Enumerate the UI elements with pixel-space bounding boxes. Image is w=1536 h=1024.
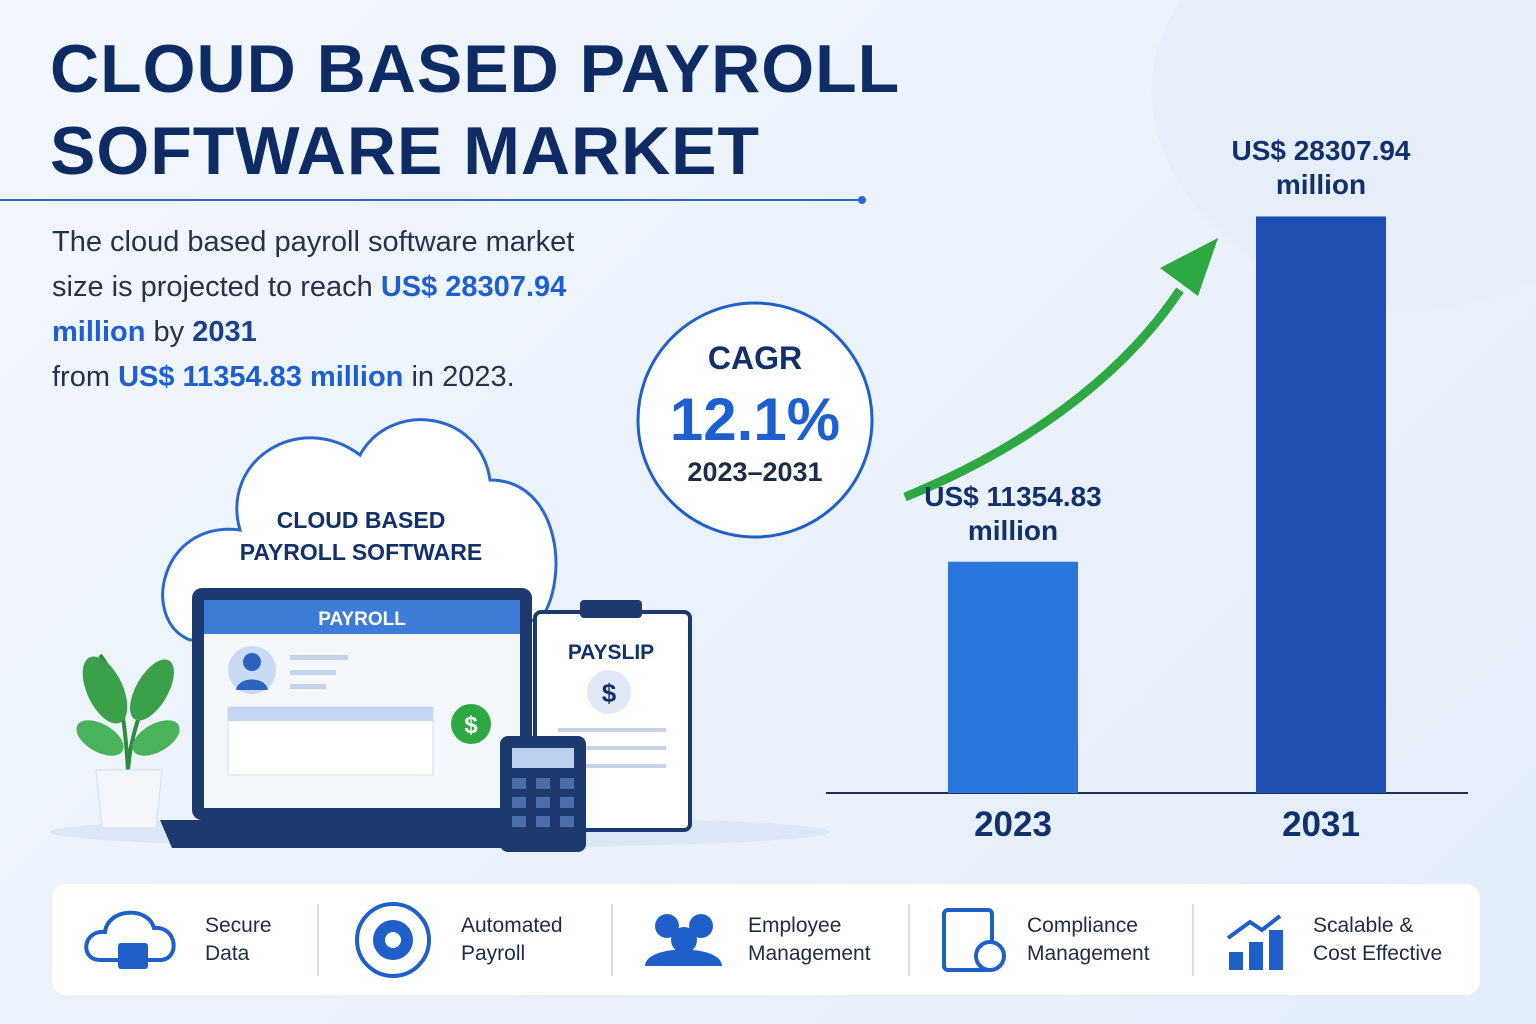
summary: The cloud based payroll software market … xyxy=(52,220,592,400)
icon-cloud xyxy=(84,910,176,962)
illustration xyxy=(50,418,830,852)
payslip-label: PAYSLIP xyxy=(568,641,654,664)
screen-title: PAYROLL xyxy=(318,609,406,630)
cloud-label: PAYROLL SOFTWARE xyxy=(240,539,482,565)
feature-label: Compliance Management xyxy=(1027,912,1150,968)
separators xyxy=(317,904,1194,976)
line xyxy=(290,670,336,675)
feature-label: Employee Management xyxy=(748,912,871,968)
leaf xyxy=(132,720,180,756)
icon-bars xyxy=(1229,930,1283,970)
avatar-body xyxy=(236,679,268,690)
summary-highlight: 2031 xyxy=(192,316,257,348)
feature-line: Automated xyxy=(461,914,563,937)
summary-text: from xyxy=(52,361,119,393)
bar xyxy=(948,561,1078,793)
icon-person xyxy=(689,914,713,938)
summary-text: in 2023. xyxy=(403,361,515,393)
feature-line: Employee xyxy=(748,914,842,937)
cagr-period: 2023–2031 xyxy=(687,457,823,487)
feature-icons xyxy=(84,902,1283,978)
arrow-head xyxy=(1160,238,1218,296)
icon-person xyxy=(655,914,679,938)
feature-line: Scalable & xyxy=(1313,914,1414,937)
growth-arrow xyxy=(903,287,1184,502)
icon-check xyxy=(974,940,1006,972)
screen-bar xyxy=(204,600,520,634)
summary-highlight: US$ 28307.94 million xyxy=(52,271,567,348)
calc-keys xyxy=(512,778,574,827)
feature-line: Data xyxy=(205,942,250,965)
dollar-sign: $ xyxy=(602,678,617,708)
icon-trend xyxy=(1226,914,1282,940)
cloud xyxy=(161,418,558,642)
line xyxy=(558,746,666,750)
value-label: US$ 28307.94 million xyxy=(1231,135,1411,201)
cloud-label: CLOUD BASED xyxy=(277,507,446,533)
rule-dot xyxy=(858,196,866,204)
avatar-head xyxy=(243,653,261,671)
x-tick-label: 2023 xyxy=(974,805,1052,844)
line xyxy=(558,764,666,768)
leaf xyxy=(76,720,124,756)
coin xyxy=(451,704,491,744)
feature-line: Management xyxy=(748,942,871,965)
feature-line: Secure xyxy=(205,914,272,937)
icon-doc xyxy=(942,908,994,972)
summary-text: by xyxy=(145,316,193,348)
bar xyxy=(1256,216,1386,794)
calc-display xyxy=(512,748,574,768)
icon-gear-hole xyxy=(385,932,401,948)
payslip-coin xyxy=(587,670,631,714)
leaf xyxy=(130,659,174,721)
feature-line: Payroll xyxy=(461,942,526,965)
cagr-circle xyxy=(636,301,874,539)
value-label: US$ 11354.83 million xyxy=(924,480,1102,546)
x-tick-label: 2031 xyxy=(1282,805,1360,844)
bg-shape xyxy=(1151,0,1536,310)
summary-highlight: US$ 11354.83 million xyxy=(118,361,404,393)
feature-label: Secure Data xyxy=(205,912,272,968)
icon-cycle xyxy=(355,902,431,978)
clip xyxy=(580,600,642,618)
line xyxy=(290,684,326,689)
summary-text: The cloud based payroll software market … xyxy=(52,226,575,303)
line xyxy=(290,655,348,660)
leaf xyxy=(82,656,128,724)
feature-label: Automated Payroll xyxy=(461,912,563,968)
dollar-sign: $ xyxy=(464,712,478,739)
pot xyxy=(95,769,163,829)
feature-label: Scalable & Cost Effective xyxy=(1313,912,1442,968)
feature-line: Management xyxy=(1027,942,1150,965)
line xyxy=(558,728,666,732)
icon-lock xyxy=(118,943,148,969)
title: CLOUD BASED PAYROLL xyxy=(50,31,901,107)
cagr-label: CAGR xyxy=(707,340,803,376)
cagr-value: 12.1% xyxy=(669,386,841,453)
table-head xyxy=(228,707,433,721)
laptop-base xyxy=(160,820,564,848)
feature-bar xyxy=(52,884,1480,995)
icon-person xyxy=(671,927,697,953)
feature-line: Compliance xyxy=(1027,914,1138,937)
title: SOFTWARE MARKET xyxy=(50,113,761,189)
icon-people-body xyxy=(645,949,722,966)
feature-line: Cost Effective xyxy=(1313,942,1443,965)
bar-chart: 2023 2031 xyxy=(826,216,1468,844)
